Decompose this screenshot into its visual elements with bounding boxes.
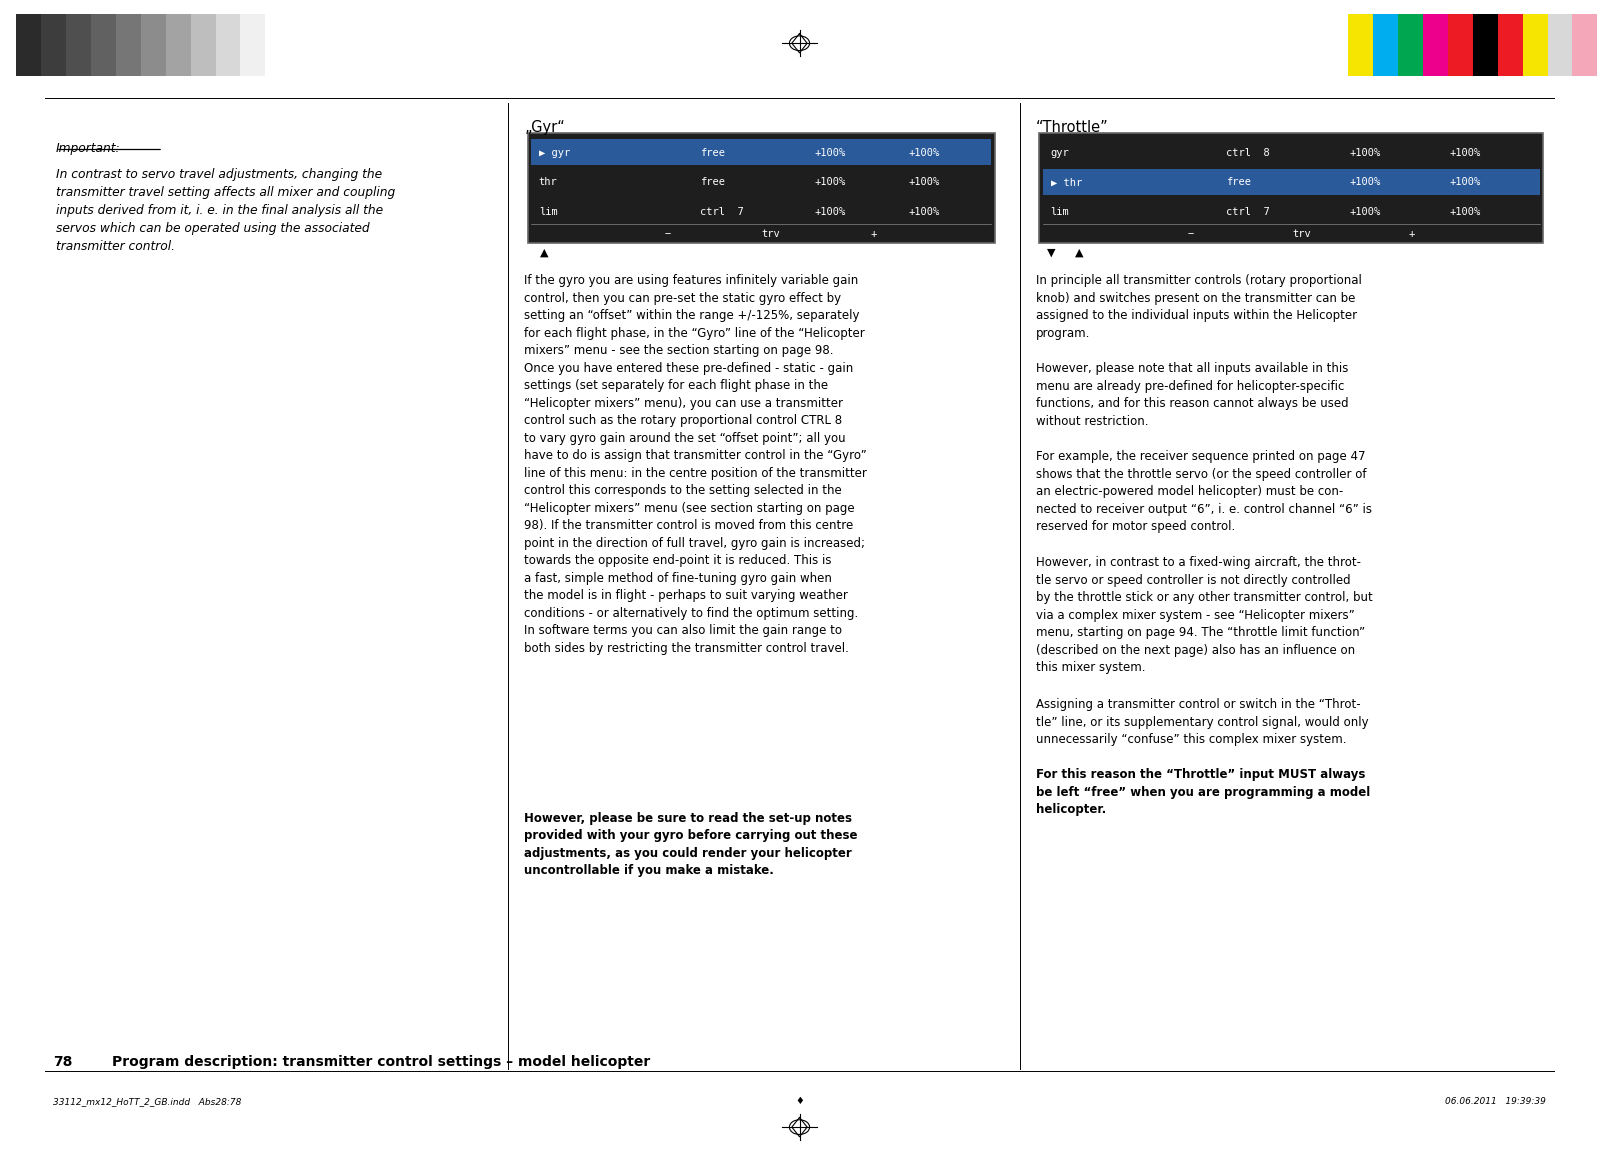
Text: ctrl  7: ctrl 7	[700, 207, 744, 217]
Text: ▲: ▲	[1075, 248, 1083, 258]
Bar	[115, 14, 141, 76]
Text: gyr: gyr	[1051, 147, 1070, 158]
Text: +: +	[1409, 229, 1415, 238]
Text: ctrl  8: ctrl 8	[1226, 147, 1270, 158]
Text: +100%: +100%	[815, 147, 846, 158]
Text: Assigning a transmitter control or switch in the “Throt-
tle” line, or its suppl: Assigning a transmitter control or switc…	[1036, 698, 1369, 746]
Text: trv: trv	[761, 229, 780, 238]
Text: In principle all transmitter controls (rotary proportional
knob) and switches pr: In principle all transmitter controls (r…	[1036, 274, 1362, 340]
Bar	[166, 14, 190, 76]
Bar	[1398, 14, 1423, 76]
Text: ▶ thr: ▶ thr	[1051, 178, 1083, 187]
Text: +100%: +100%	[815, 178, 846, 187]
Text: +100%: +100%	[1450, 178, 1481, 187]
Bar	[1039, 133, 1543, 243]
Text: +100%: +100%	[1450, 207, 1481, 217]
Text: If the gyro you are using features infinitely variable gain
control, then you ca: If the gyro you are using features infin…	[524, 274, 867, 655]
Bar	[1473, 14, 1498, 76]
Text: lim: lim	[1051, 207, 1070, 217]
Text: For this reason the “Throttle” input MUST always
be left “free” when you are pro: For this reason the “Throttle” input MUS…	[1036, 769, 1370, 816]
Text: ▼: ▼	[1047, 248, 1055, 258]
Bar	[66, 14, 91, 76]
Bar	[1374, 14, 1398, 76]
Bar	[42, 14, 66, 76]
Bar	[528, 133, 995, 243]
Text: Important:: Important:	[56, 142, 120, 155]
Text: 33112_mx12_HoTT_2_GB.indd   Abs28:78: 33112_mx12_HoTT_2_GB.indd Abs28:78	[53, 1097, 241, 1106]
Text: +100%: +100%	[908, 147, 940, 158]
Bar	[531, 139, 991, 165]
Text: +100%: +100%	[908, 207, 940, 217]
Text: ▲: ▲	[540, 248, 548, 258]
Bar	[1423, 14, 1447, 76]
Bar	[1348, 14, 1374, 76]
Bar	[216, 14, 240, 76]
Bar	[16, 14, 42, 76]
Text: For example, the receiver sequence printed on page 47
shows that the throttle se: For example, the receiver sequence print…	[1036, 450, 1372, 533]
Text: ctrl  7: ctrl 7	[1226, 207, 1270, 217]
Text: +100%: +100%	[1450, 147, 1481, 158]
Text: 06.06.2011   19:39:39: 06.06.2011 19:39:39	[1445, 1097, 1546, 1106]
Text: free: free	[1226, 178, 1250, 187]
Text: ▶ gyr: ▶ gyr	[539, 147, 571, 158]
Bar	[1548, 14, 1572, 76]
Text: +: +	[870, 229, 876, 238]
Text: “Throttle”: “Throttle”	[1036, 120, 1108, 135]
Text: However, please be sure to read the set-up notes
provided with your gyro before : However, please be sure to read the set-…	[524, 812, 859, 877]
Text: Program description: transmitter control settings – model helicopter: Program description: transmitter control…	[112, 1055, 651, 1069]
Text: +100%: +100%	[908, 178, 940, 187]
Text: free: free	[700, 178, 726, 187]
Text: free: free	[700, 147, 726, 158]
Text: However, in contrast to a fixed-wing aircraft, the throt-
tle servo or speed con: However, in contrast to a fixed-wing air…	[1036, 556, 1374, 674]
Text: +100%: +100%	[1350, 207, 1380, 217]
Bar	[240, 14, 265, 76]
Text: +100%: +100%	[1350, 147, 1380, 158]
Text: −: −	[665, 229, 672, 238]
Text: ♦: ♦	[795, 1097, 804, 1106]
Bar	[141, 14, 166, 76]
Bar	[190, 14, 216, 76]
Text: lim: lim	[539, 207, 558, 217]
Text: +100%: +100%	[1350, 178, 1380, 187]
Bar	[91, 14, 115, 76]
Text: „Gyr“: „Gyr“	[524, 120, 564, 135]
Text: thr: thr	[539, 178, 558, 187]
Text: In contrast to servo travel adjustments, changing the
transmitter travel setting: In contrast to servo travel adjustments,…	[56, 168, 395, 253]
Text: −: −	[1188, 229, 1193, 238]
Bar	[1043, 168, 1540, 195]
Text: 78: 78	[53, 1055, 72, 1069]
Text: +100%: +100%	[815, 207, 846, 217]
Text: trv: trv	[1292, 229, 1311, 238]
Text: However, please note that all inputs available in this
menu are already pre-defi: However, please note that all inputs ava…	[1036, 362, 1350, 427]
Bar	[1522, 14, 1548, 76]
Bar	[1572, 14, 1597, 76]
Bar	[1498, 14, 1522, 76]
Bar	[1447, 14, 1473, 76]
